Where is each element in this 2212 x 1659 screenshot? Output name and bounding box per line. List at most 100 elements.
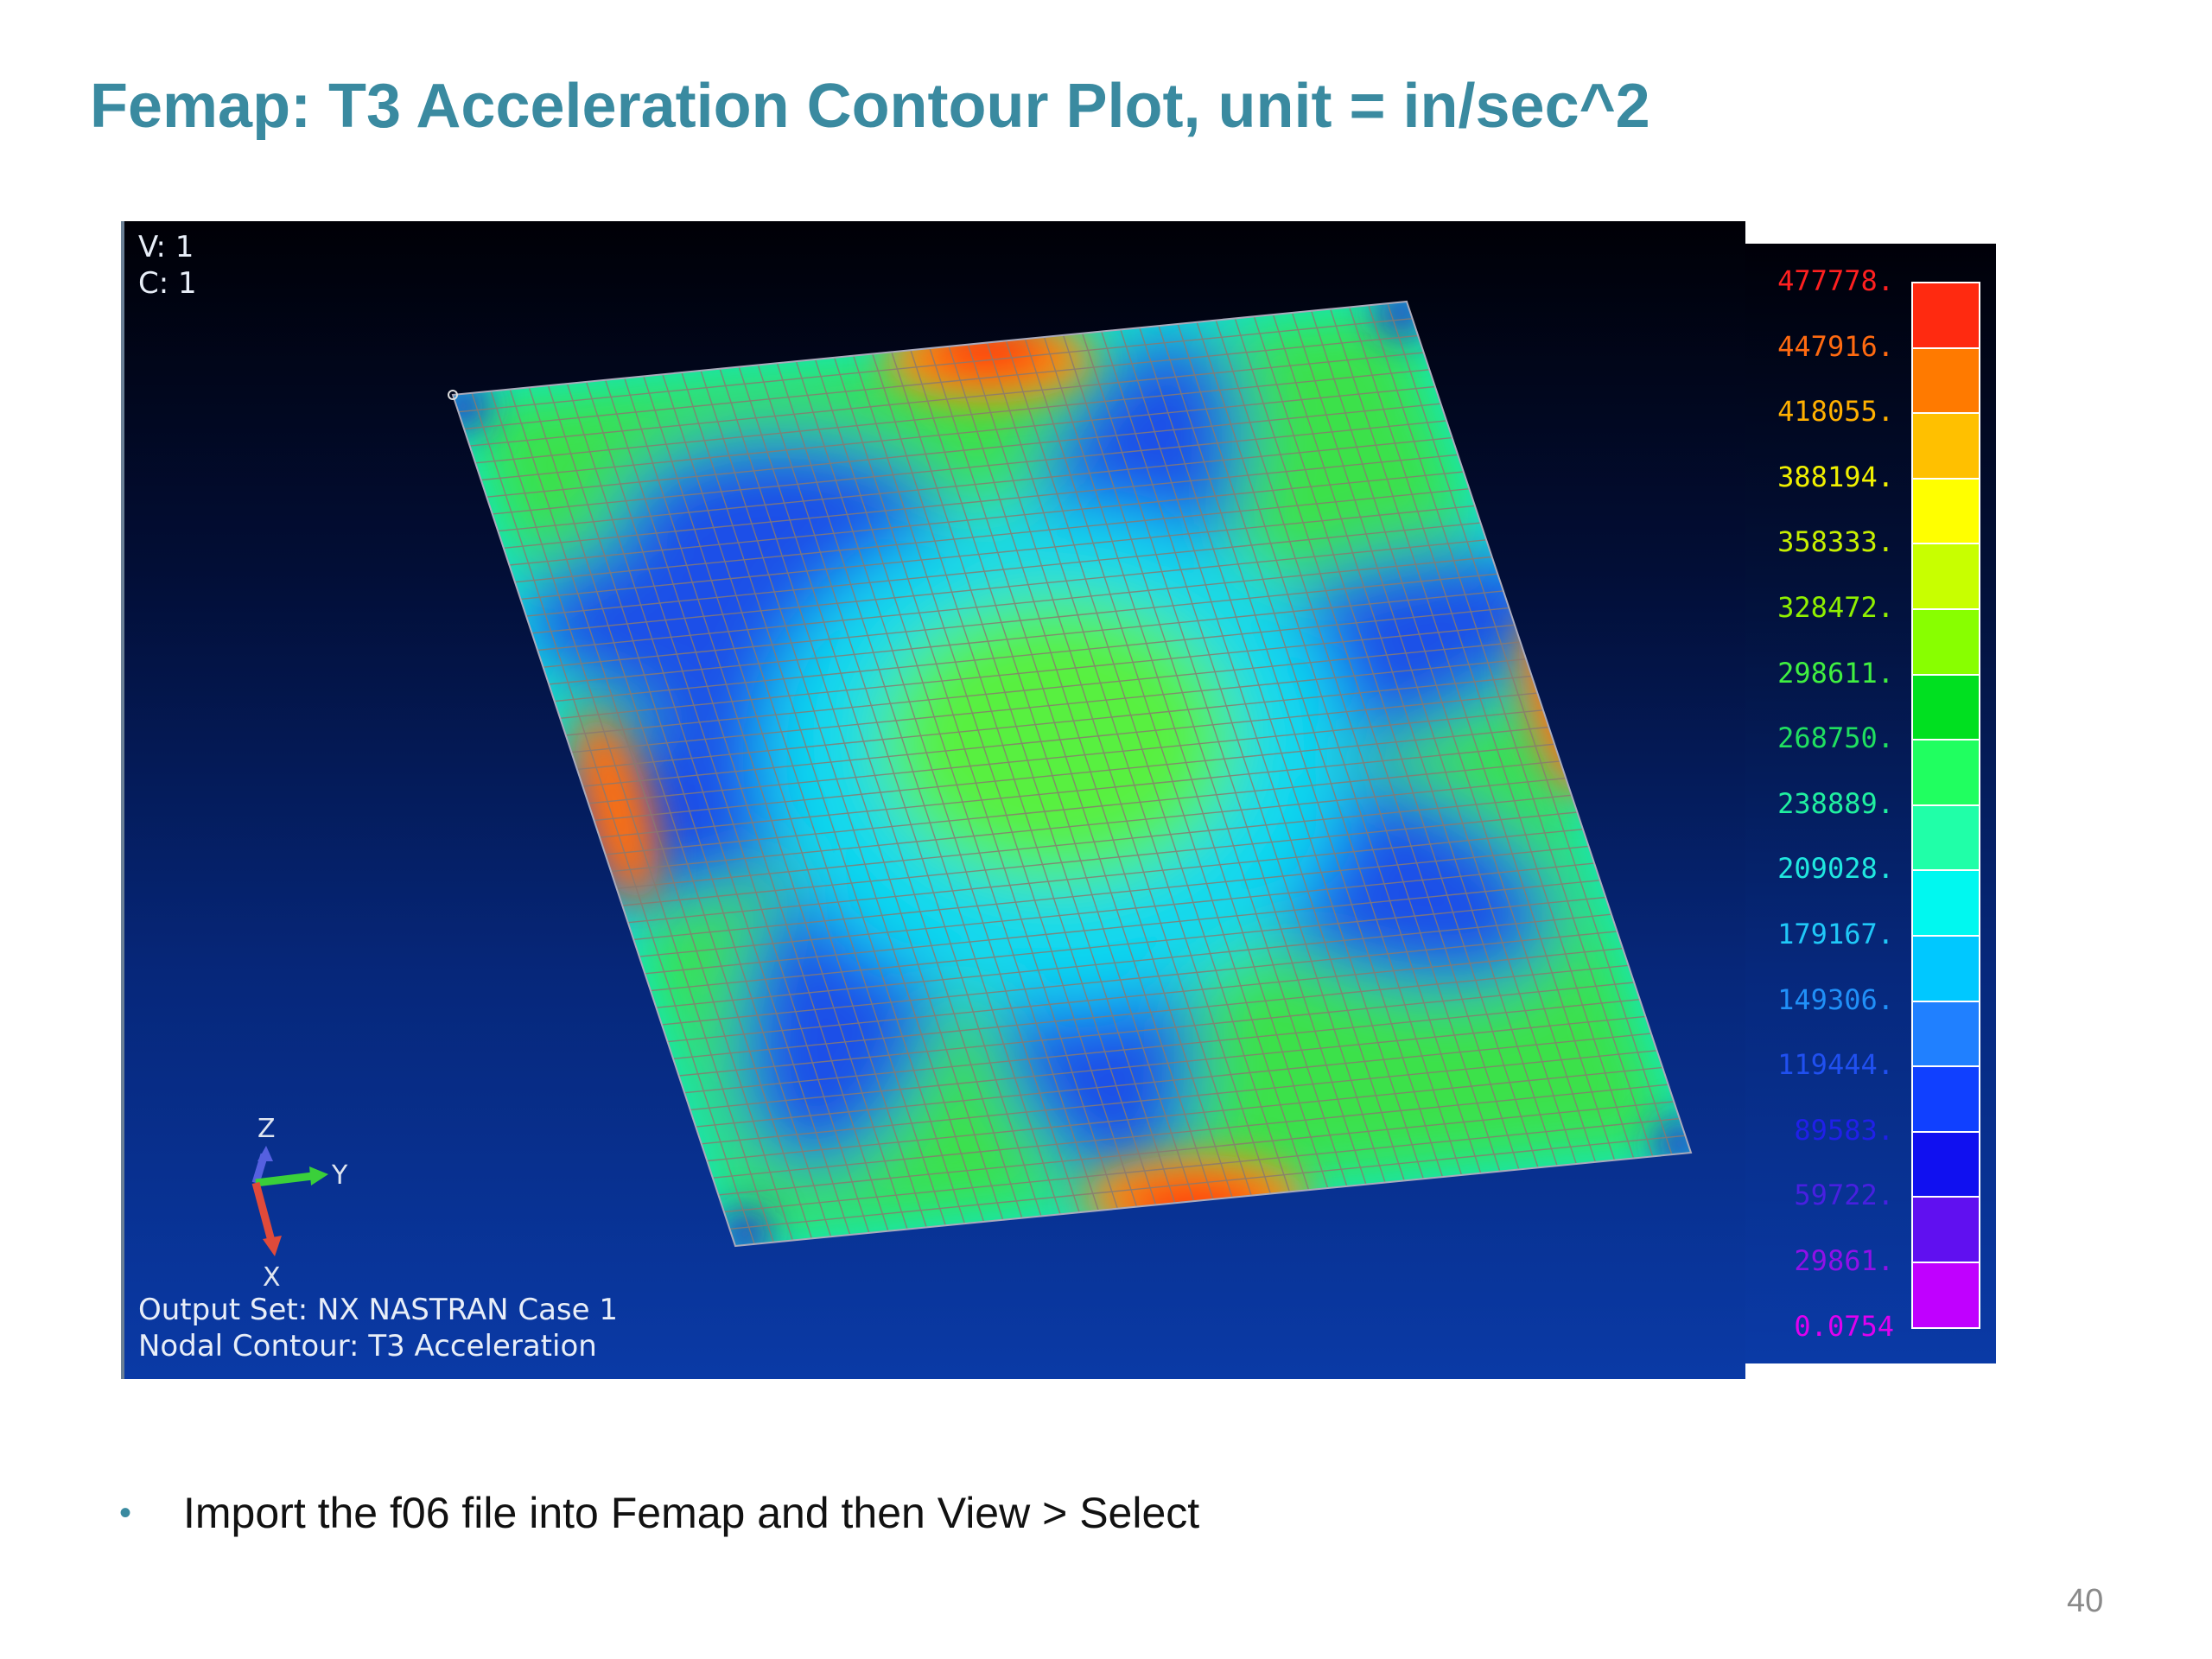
mesh-line <box>1291 312 1577 1165</box>
legend-label: 238889. <box>1777 786 1894 820</box>
mesh-line <box>633 845 1589 941</box>
bullet-text: Import the f06 file into Femap and then … <box>183 1489 1200 1537</box>
mesh-line <box>1310 310 1597 1163</box>
legend-swatch <box>1911 739 1980 806</box>
mesh-line <box>661 931 1618 1026</box>
view-label: V: 1 <box>138 230 194 264</box>
mesh-line <box>650 896 1606 992</box>
mesh-line <box>1101 331 1386 1183</box>
mesh-line <box>1368 305 1654 1157</box>
legend-swatch <box>1911 412 1980 480</box>
legend-label: 298611. <box>1777 656 1894 690</box>
contour-legend: 477778. 447916. 418055. 388194. 358333. 32847… <box>1745 244 1996 1363</box>
mesh-line <box>611 777 1567 873</box>
mesh-line <box>1081 333 1367 1185</box>
mesh-line <box>639 862 1595 957</box>
mesh-line <box>1120 329 1405 1181</box>
legend-swatch <box>1911 673 1980 741</box>
legend-swatch <box>1911 477 1980 545</box>
mesh-line <box>605 760 1560 855</box>
mesh-line <box>599 743 1555 838</box>
legend-swatch <box>1911 543 1980 610</box>
legend-swatch <box>1911 1130 1980 1198</box>
mesh-line <box>1024 338 1310 1191</box>
legend-swatch <box>1911 1065 1980 1133</box>
legend-label: 328472. <box>1777 591 1894 624</box>
legend-swatch <box>1911 935 1980 1002</box>
mesh-line <box>1196 321 1482 1173</box>
legend-swatch <box>1911 608 1980 676</box>
y-axis-label: Y <box>331 1160 348 1191</box>
legend-label: 268750. <box>1777 721 1894 755</box>
mesh-line <box>627 829 1584 924</box>
mesh-line <box>948 346 1233 1198</box>
legend-swatch <box>1911 1000 1980 1068</box>
legend-swatch <box>1911 346 1980 415</box>
femap-graphics-viewport[interactable]: Z Y X V: 1 C: 1 Output Set: NX NASTRAN C… <box>121 221 1745 1379</box>
mesh-line <box>672 964 1629 1059</box>
mesh-line <box>701 1050 1657 1145</box>
legend-label: 149306. <box>1777 982 1894 1016</box>
mesh-line <box>729 1135 1686 1230</box>
mesh-line <box>594 726 1549 822</box>
z-axis-label: Z <box>257 1114 276 1144</box>
mesh-line <box>1272 314 1558 1166</box>
mesh-line <box>645 880 1600 975</box>
bullet-item: • Import the f06 file into Femap and then… <box>119 1488 1199 1538</box>
mesh-line <box>1139 327 1424 1179</box>
mesh-line <box>1253 316 1539 1168</box>
mesh-line <box>986 342 1272 1194</box>
mesh-line <box>690 1015 1646 1111</box>
mesh-line <box>656 913 1611 1008</box>
legend-label: 179167. <box>1777 918 1894 950</box>
mesh-line <box>1062 334 1348 1187</box>
contour-plot-plate <box>448 300 1693 1248</box>
legend-label: 447916. <box>1777 329 1894 363</box>
mesh-line <box>678 982 1635 1077</box>
legend-swatch <box>1911 282 1980 349</box>
legend-swatch <box>1911 1196 1980 1263</box>
mesh-line <box>712 1084 1669 1179</box>
mesh-line <box>1349 307 1635 1159</box>
legend-swatch <box>1911 1262 1980 1329</box>
bullet-dot: • <box>119 1494 132 1532</box>
mesh-line <box>696 1033 1652 1128</box>
mesh-line <box>684 999 1640 1094</box>
legend-label: 358333. <box>1777 525 1894 559</box>
mesh-line <box>667 947 1624 1043</box>
legend-label: 388194. <box>1777 460 1894 493</box>
mesh-line <box>1330 308 1616 1160</box>
output-set-label: Output Set: NX NASTRAN Case 1 <box>138 1293 618 1327</box>
legend-label: 0.0754 <box>1794 1309 1894 1343</box>
legend-swatch <box>1911 869 1980 937</box>
mesh-line <box>718 1101 1675 1196</box>
mesh-line <box>1005 340 1291 1192</box>
mesh-line <box>1158 325 1444 1178</box>
mesh-line <box>1234 318 1520 1170</box>
legend-label: 418055. <box>1777 395 1894 429</box>
legend-label: 477778. <box>1777 264 1894 297</box>
mesh-line <box>723 1117 1680 1213</box>
legend-label: 89583. <box>1794 1113 1894 1147</box>
legend-label: 29861. <box>1794 1244 1894 1277</box>
axis-triad: Z Y X <box>251 1114 348 1293</box>
x-axis-label: X <box>263 1262 281 1293</box>
mesh-line <box>1177 323 1463 1176</box>
slide-title: Femap: T3 Acceleration Contour Plot, uni… <box>90 72 1650 141</box>
mesh-line <box>967 344 1252 1196</box>
nodal-contour-label: Nodal Contour: T3 Acceleration <box>138 1329 597 1363</box>
mesh-line <box>1387 302 1673 1155</box>
mesh-line <box>616 794 1572 889</box>
mesh-line <box>622 811 1578 906</box>
page-number: 40 <box>2067 1583 2104 1619</box>
case-label: C: 1 <box>138 266 197 301</box>
legend-label: 119444. <box>1777 1048 1894 1082</box>
mesh-line <box>1043 336 1329 1189</box>
y-axis-arrow <box>255 1172 314 1187</box>
mesh-line <box>1215 320 1501 1172</box>
legend-label: 209028. <box>1777 852 1894 886</box>
x-axis-arrow <box>251 1181 276 1243</box>
legend-swatch <box>1911 804 1980 872</box>
mesh-line <box>707 1066 1663 1162</box>
legend-label: 59722. <box>1794 1179 1894 1212</box>
